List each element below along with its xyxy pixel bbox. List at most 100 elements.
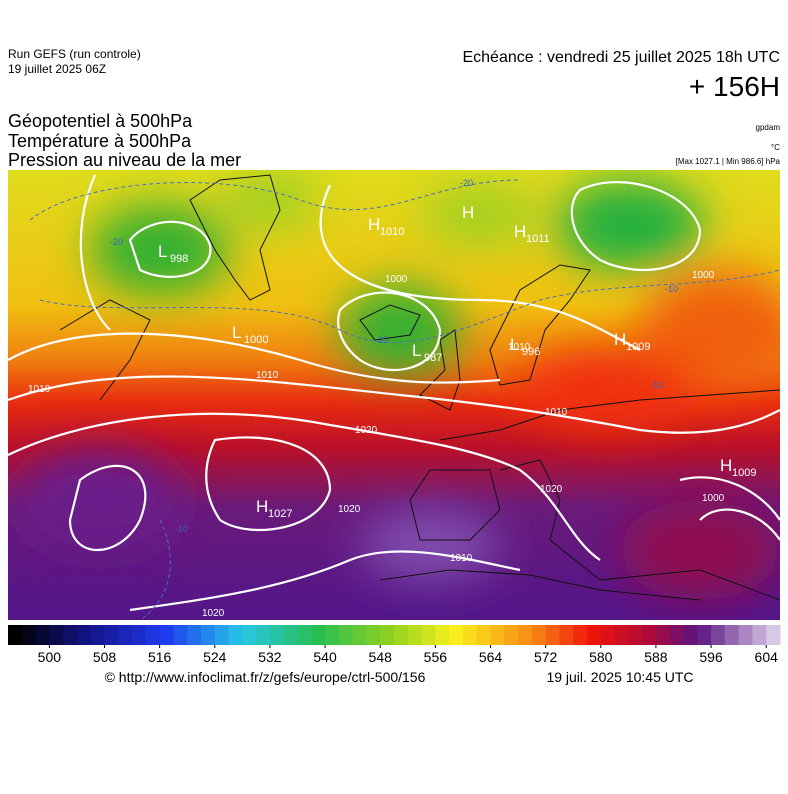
colorbar-swatch [366, 625, 381, 645]
colorbar-tick-label: 604 [755, 649, 779, 665]
isobar-label: 1010 [545, 407, 568, 418]
colorbar-swatch [738, 625, 753, 645]
temperature-label: -20 [110, 237, 123, 247]
colorbar-swatch [283, 625, 298, 645]
isobars [8, 174, 780, 612]
center-value: 1009 [626, 341, 650, 353]
isobar-labels: 1010 1020 1010 1020 1010 1020 1000 1010 1000 1000… [28, 178, 725, 619]
temperature-label: -10 [650, 380, 663, 390]
colorbar-swatch [504, 625, 519, 645]
colorbar-tick-label: 588 [644, 649, 668, 665]
isobar-label: 1020 [202, 608, 225, 619]
colorbar-swatch [462, 625, 478, 645]
coastlines [59, 174, 780, 601]
temperature-label: -10 [665, 284, 678, 294]
colorbar-swatch [118, 625, 133, 645]
colorbar-tick-label: 532 [258, 649, 282, 665]
center-value: 998 [170, 253, 188, 265]
issued-time: 19 juil. 2025 10:45 UTC [546, 669, 693, 685]
colorbar-swatch [711, 625, 726, 645]
colorbar-swatch [21, 625, 37, 645]
colorbar-swatch [587, 625, 602, 645]
colorbar-swatch [380, 625, 395, 645]
colorbar-swatch [614, 625, 629, 645]
colorbar-tick-label: 564 [479, 649, 503, 665]
center-letter: H [256, 497, 268, 516]
colorbar-swatch [421, 625, 436, 645]
colorbar-swatch [531, 625, 547, 645]
colorbar-swatch [407, 625, 423, 645]
colorbar-swatch [338, 625, 354, 645]
center-letter: H [720, 456, 732, 475]
colorbar-swatch [297, 625, 312, 645]
colorbar-swatch [518, 625, 533, 645]
colorbar-swatch [145, 625, 161, 645]
isobar-label: 1020 [338, 504, 361, 515]
colorbar-swatch [435, 625, 450, 645]
center-value: 996 [522, 346, 540, 358]
colorbar-swatch [187, 625, 202, 645]
colorbar-swatch [76, 625, 92, 645]
colorbar-swatch [49, 625, 64, 645]
colorbar-swatch [90, 625, 105, 645]
colorbar-swatch [35, 625, 50, 645]
unit-pressure: [Max 1027.1 | Min 986.6] hPa [676, 157, 781, 166]
isobar-label: 1020 [540, 484, 563, 495]
colorbar-swatch [269, 625, 285, 645]
colorbar-tick-label: 500 [38, 649, 62, 665]
colorbar-tick-label: 556 [424, 649, 448, 665]
isobar-label: 1010 [28, 384, 51, 395]
colorbar-swatch [559, 625, 574, 645]
colorbar-swatch [63, 625, 78, 645]
colorbar-swatch [766, 625, 781, 645]
isobar-label: 1000 [692, 270, 715, 281]
colorbar-tick-label: 508 [93, 649, 117, 665]
colorbar-swatch [214, 625, 230, 645]
colorbar-swatch [228, 625, 243, 645]
colorbar-tick-label: 524 [203, 649, 227, 665]
temperature-label: -20 [375, 335, 388, 345]
isobar-label: 1010 [508, 342, 531, 353]
colorbar-swatch [642, 625, 657, 645]
colorbar-swatch [752, 625, 767, 645]
isobar-label: 1010 [450, 553, 473, 564]
run-label: Run GEFS (run controle) [8, 47, 141, 61]
colorbar-swatch [655, 625, 671, 645]
center-value: 987 [424, 352, 442, 364]
colorbar-swatch [600, 625, 616, 645]
title-geopotential: Géopotentiel à 500hPa [8, 111, 193, 131]
center-letter: L [412, 341, 421, 360]
title-temperature: Température à 500hPa [8, 131, 192, 151]
colorbar-swatch [573, 625, 588, 645]
colorbar-tick-label: 596 [699, 649, 723, 665]
colorbar-swatch [325, 625, 340, 645]
center-letter: L [158, 242, 167, 261]
center-letter: H [614, 330, 626, 349]
colorbar-swatch [476, 625, 491, 645]
colorbar-tick-label: 548 [369, 649, 393, 665]
colorbar-swatch [173, 625, 188, 645]
valid-time: Echéance : vendredi 25 juillet 2025 18h … [462, 49, 780, 66]
center-letter: H [514, 222, 526, 241]
colorbar-swatch [683, 625, 698, 645]
title-pressure: Pression au niveau de la mer [8, 150, 241, 170]
colorbar-swatch [628, 625, 643, 645]
field-blobs [20, 170, 780, 600]
colorbar-swatch [242, 625, 257, 645]
isotherms [29, 179, 780, 620]
isobar-label: 1010 [256, 370, 279, 381]
center-letter: H [462, 203, 474, 222]
run-date: 19 juillet 2025 06Z [8, 62, 106, 76]
source-url: © http://www.infoclimat.fr/z/gefs/europe… [105, 669, 426, 685]
colorbar-swatch [490, 625, 505, 645]
colorbar-swatch [697, 625, 712, 645]
lead-time: + 156H [689, 71, 780, 102]
colorbar-swatch [352, 625, 367, 645]
colorbar: 500 508 516 524 532 540 548 556 564 572 580 588 596 6… [8, 625, 781, 665]
center-letter: H [368, 215, 380, 234]
colorbar-tick-label: 580 [589, 649, 613, 665]
colorbar-swatch [256, 625, 271, 645]
